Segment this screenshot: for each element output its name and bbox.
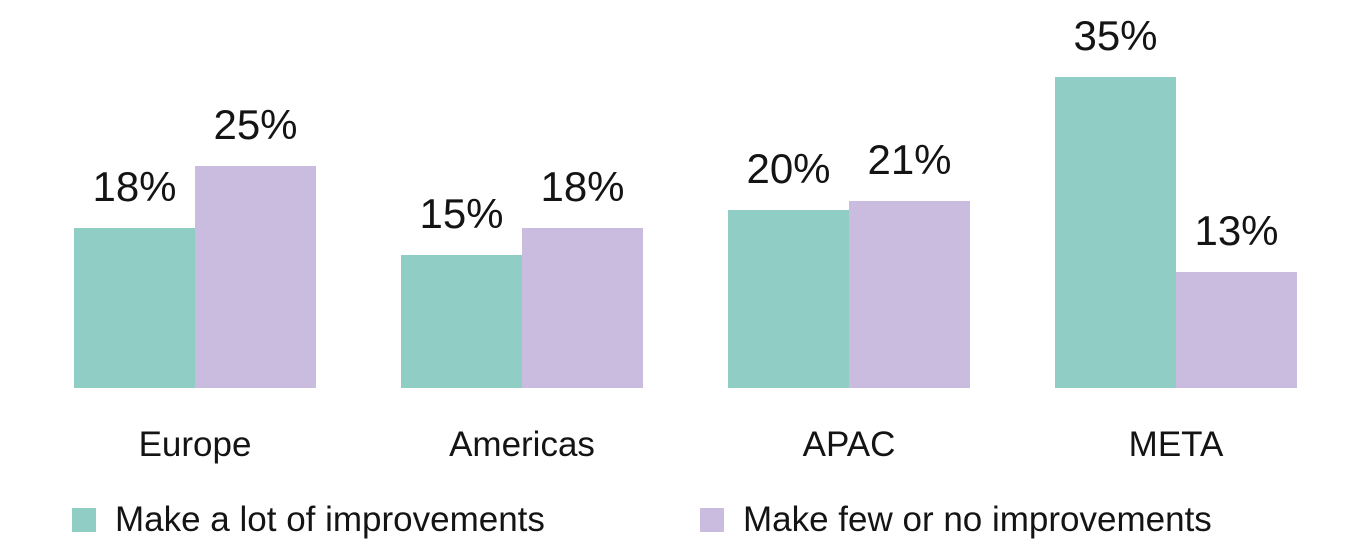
category-label-europe: Europe — [138, 425, 252, 464]
value-label-europe-few-or-no: 25% — [213, 100, 298, 148]
value-label-americas-few-or-no: 18% — [540, 162, 625, 210]
value-label-apac-a-lot: 20% — [746, 145, 831, 192]
bar-group-europe: 18% 25% — [74, 103, 316, 388]
value-label-americas-a-lot: 15% — [419, 189, 504, 237]
bar-group-apac: 20% 21% — [728, 139, 970, 388]
bar-meta-a-lot: 35% — [1055, 14, 1176, 388]
category-label-apac: APAC — [802, 425, 896, 464]
value-label-meta-a-lot: 35% — [1073, 11, 1158, 59]
legend-swatch-few-or-no — [700, 508, 724, 532]
category-axis: Europe Americas APAC META — [74, 424, 1297, 466]
value-label-meta-few-or-no: 13% — [1194, 207, 1279, 255]
legend-label-make-a-lot: Make a lot of improvements — [115, 500, 545, 539]
category-label-meta: META — [1128, 425, 1224, 464]
bar-europe-few-or-no: 25% — [195, 103, 316, 388]
bar-apac-few-or-no: 21% — [849, 139, 970, 388]
bar-group-meta: 35% 13% — [1055, 14, 1297, 388]
plot-area: 18% 25% 15% 18% 20% 21% 35% 13% — [74, 0, 1297, 388]
legend-swatch-make-a-lot — [72, 508, 96, 532]
bar-americas-a-lot: 15% — [401, 192, 522, 388]
bar-europe-a-lot: 18% — [74, 165, 195, 388]
value-label-europe-a-lot: 18% — [92, 162, 177, 210]
value-label-apac-few-or-no: 21% — [867, 136, 952, 184]
bar-group-americas: 15% 18% — [401, 165, 643, 388]
bar-americas-few-or-no: 18% — [522, 165, 643, 388]
legend-label-few-or-no: Make few or no improvements — [743, 500, 1212, 539]
legend-item-make-a-lot: Make a lot of improvements — [72, 499, 545, 541]
bar-apac-a-lot: 20% — [728, 148, 849, 388]
bar-meta-few-or-no: 13% — [1176, 210, 1297, 388]
category-label-americas: Americas — [449, 425, 595, 464]
legend-item-few-or-no: Make few or no improvements — [700, 499, 1212, 541]
